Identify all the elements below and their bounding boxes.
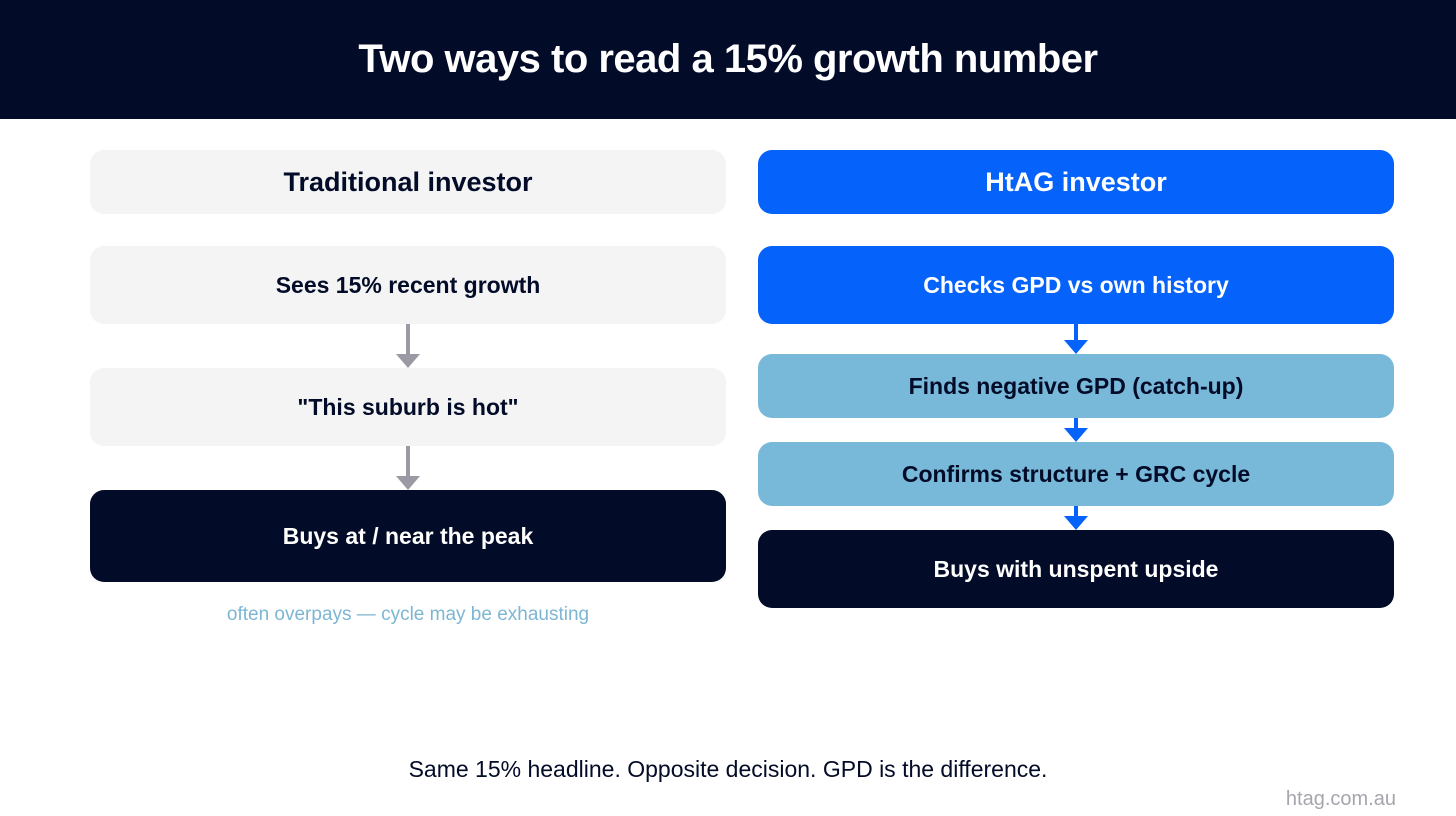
htag-arrow-1 xyxy=(1064,324,1088,354)
traditional-note: often overpays — cycle may be exhausting xyxy=(226,604,590,625)
htag-step-1: Checks GPD vs own history xyxy=(758,246,1394,324)
htag-step-2: Finds negative GPD (catch-up) xyxy=(758,354,1394,418)
header-banner: Two ways to read a 15% growth number xyxy=(0,0,1456,119)
traditional-step-2: "This suburb is hot" xyxy=(90,368,726,446)
traditional-arrow-1 xyxy=(396,324,420,368)
htag-investor-heading: HtAG investor xyxy=(758,150,1394,214)
traditional-step-3: Buys at / near the peak xyxy=(90,490,726,582)
footer-caption: Same 15% headline. Opposite decision. GP… xyxy=(408,756,1048,782)
htag-arrow-3 xyxy=(1064,506,1088,530)
brand-url: htag.com.au xyxy=(1285,788,1396,810)
traditional-step-1: Sees 15% recent growth xyxy=(90,246,726,324)
htag-step-3: Confirms structure + GRC cycle xyxy=(758,442,1394,506)
page-title: Two ways to read a 15% growth number xyxy=(358,37,1098,81)
traditional-arrow-2 xyxy=(396,446,420,490)
htag-arrow-2 xyxy=(1064,418,1088,442)
htag-step-4: Buys with unspent upside xyxy=(758,530,1394,608)
traditional-investor-heading: Traditional investor xyxy=(90,150,726,214)
